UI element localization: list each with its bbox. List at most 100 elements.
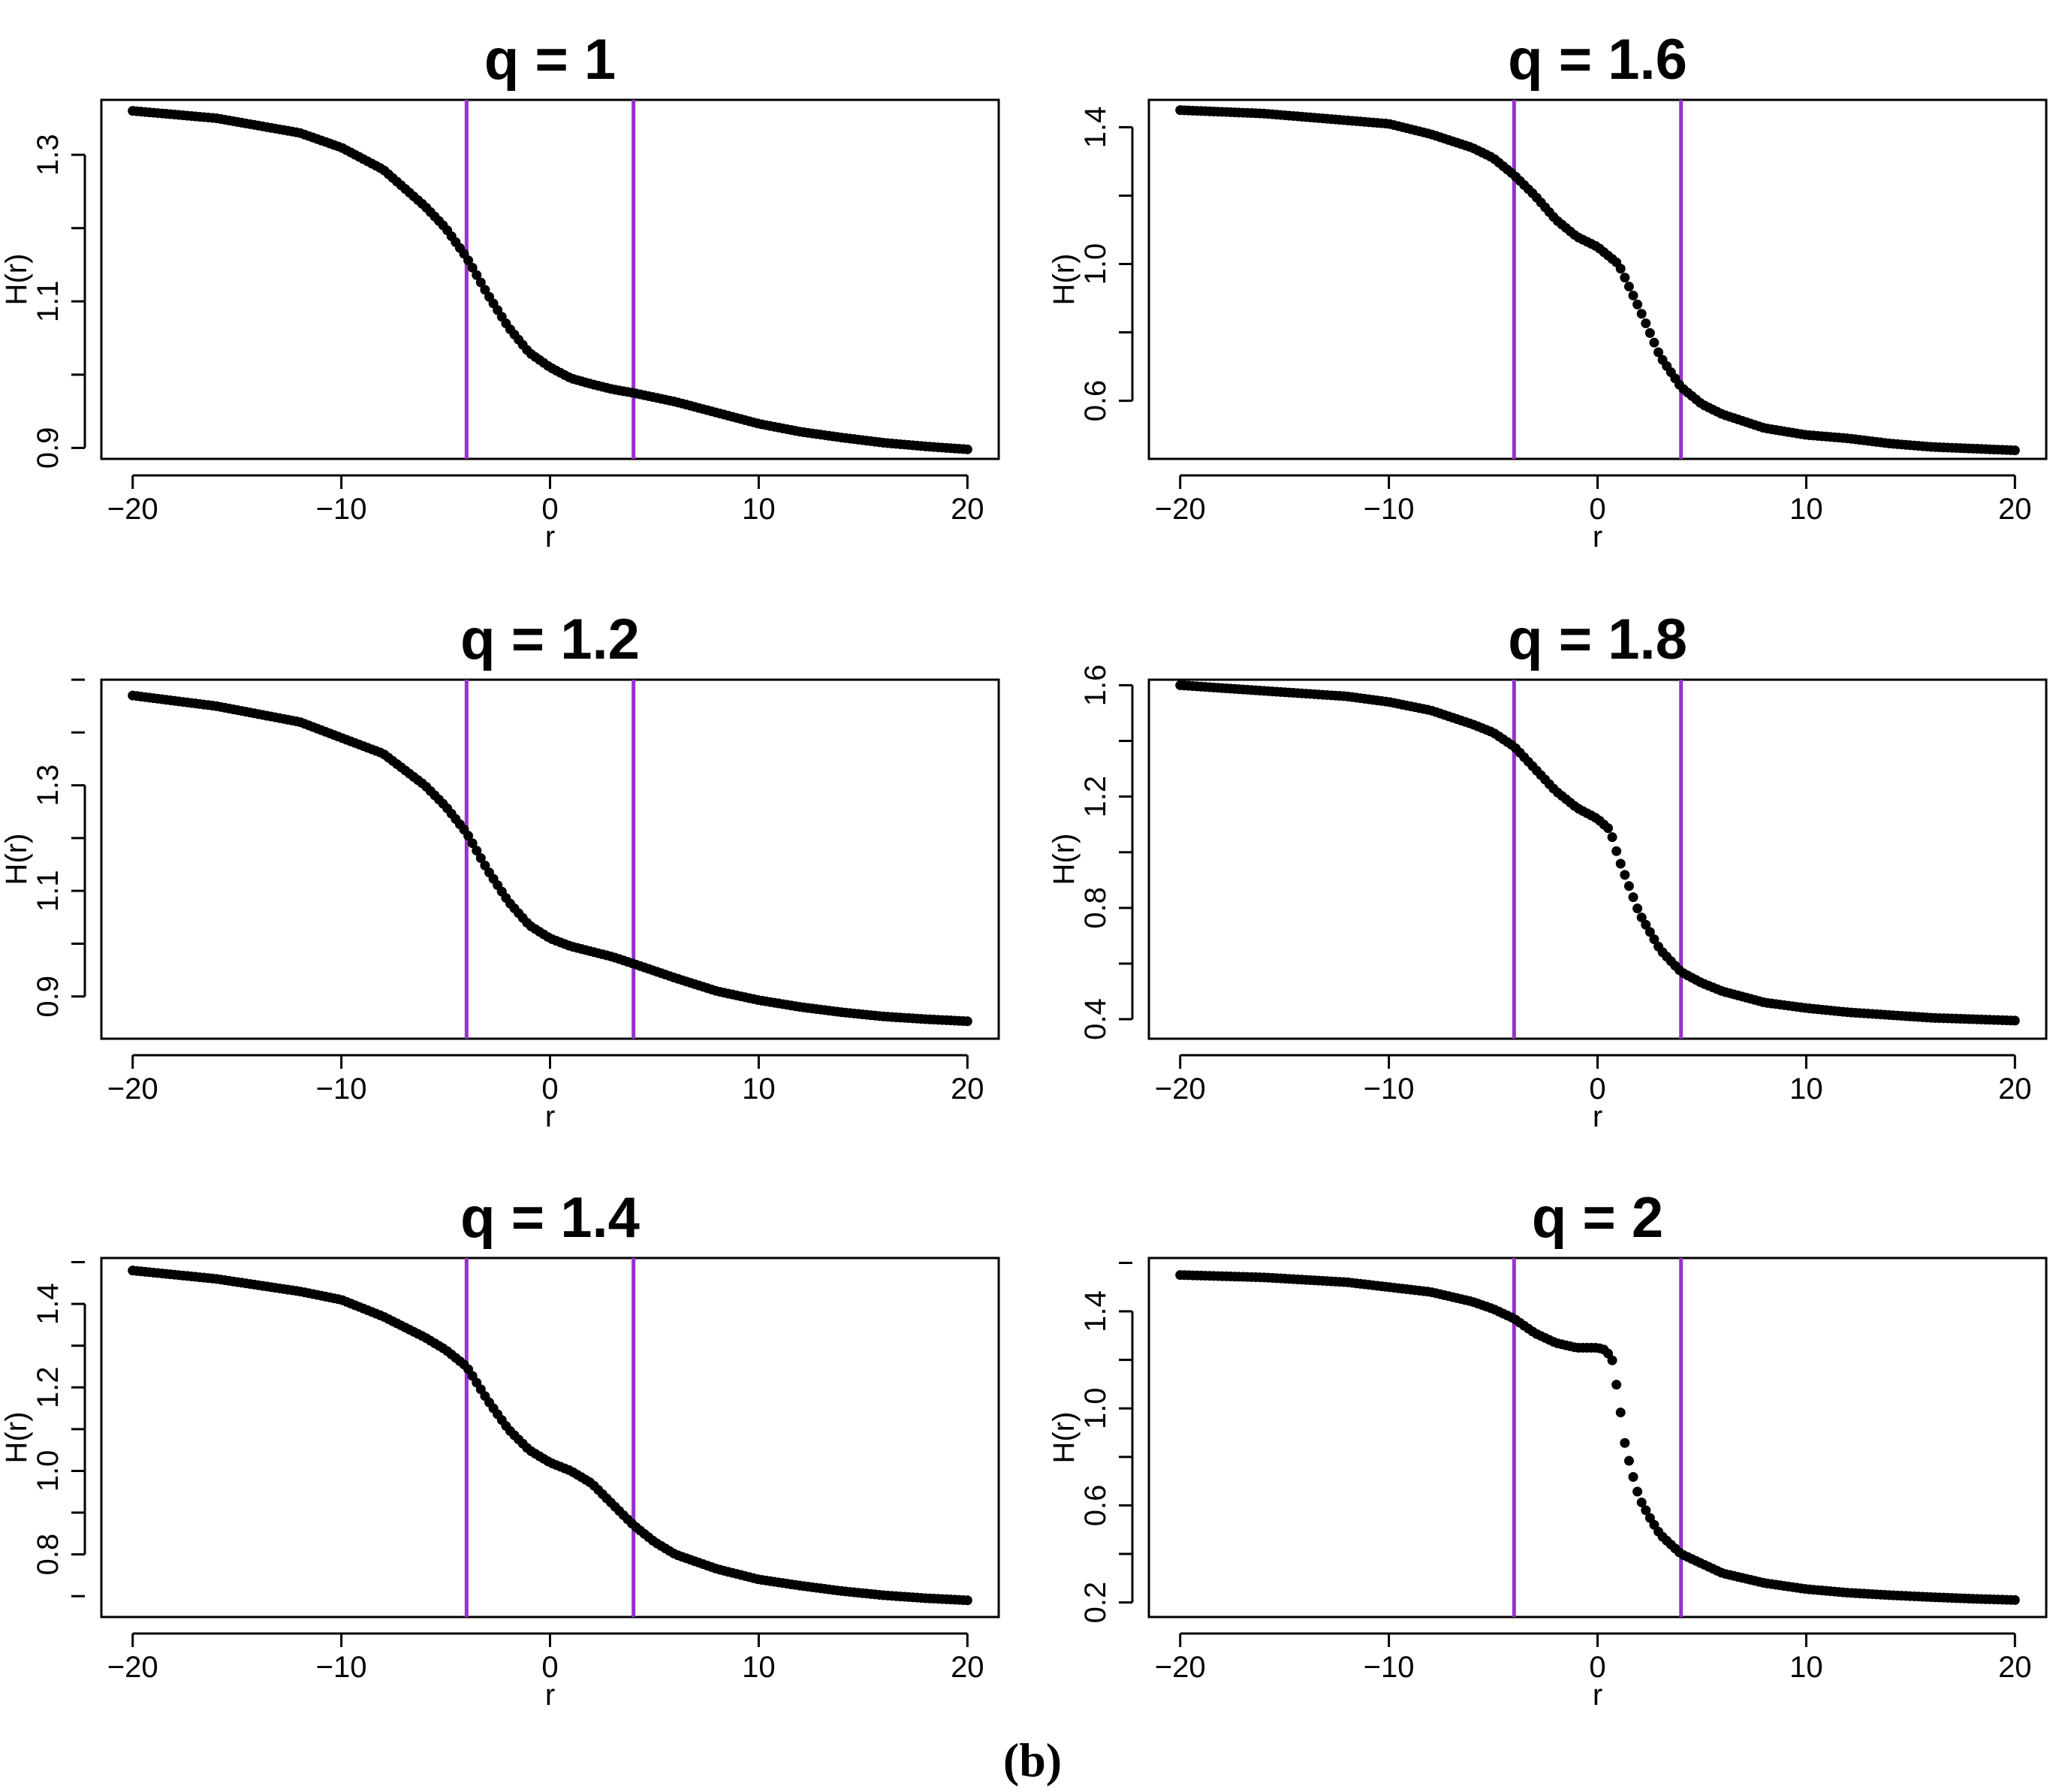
data-point bbox=[472, 270, 482, 280]
data-point bbox=[1611, 846, 1622, 856]
chart-panel-1: q = 1 −20 −10 0 10 20 r 0.9 1.1 1.3 H(r) bbox=[0, 28, 1000, 554]
data-point bbox=[962, 1595, 972, 1606]
y-tick-label: 1.4 bbox=[1079, 1290, 1112, 1332]
data-point bbox=[1653, 347, 1663, 357]
x-axis-label: r bbox=[545, 520, 555, 554]
data-point bbox=[1623, 881, 1634, 891]
x-tick-label: −10 bbox=[1364, 1072, 1415, 1106]
x-tick-label: 0 bbox=[1589, 493, 1605, 526]
data-point bbox=[475, 277, 486, 288]
y-axis-label: H(r) bbox=[1048, 254, 1081, 306]
y-tick-label: 1.2 bbox=[32, 1366, 65, 1408]
y-axis-label: H(r) bbox=[0, 254, 33, 306]
y-axis-label: H(r) bbox=[1048, 834, 1081, 885]
figure-caption: (b) bbox=[1003, 1733, 1062, 1787]
y-tick-label: 1.3 bbox=[32, 765, 65, 807]
data-point bbox=[962, 444, 972, 454]
y-tick-label: 0.6 bbox=[1079, 1485, 1112, 1527]
plot-frame bbox=[1147, 1257, 2048, 1619]
data-point bbox=[1628, 290, 1638, 300]
x-tick-label: 0 bbox=[541, 1651, 558, 1684]
x-axis-label: r bbox=[545, 1679, 555, 1712]
x-axis-label: r bbox=[545, 1100, 555, 1133]
y-tick-label: 0.9 bbox=[32, 976, 65, 1018]
data-point bbox=[1623, 1456, 1634, 1466]
chart-title: q = 1 bbox=[484, 28, 616, 92]
x-axis-label: r bbox=[1593, 1679, 1602, 1712]
data-point bbox=[1649, 337, 1660, 348]
data-point bbox=[1620, 273, 1630, 283]
y-tick-label: 1.4 bbox=[32, 1283, 65, 1325]
data-point bbox=[1632, 1486, 1643, 1497]
data-point bbox=[1620, 1438, 1630, 1448]
x-tick-label: −10 bbox=[316, 1651, 367, 1684]
x-tick-label: 10 bbox=[1789, 1651, 1823, 1684]
x-tick-label: 10 bbox=[1789, 1072, 1823, 1106]
data-point bbox=[1636, 1497, 1647, 1507]
y-tick-label: 0.2 bbox=[1079, 1582, 1112, 1624]
y-tick-label: 0.9 bbox=[32, 427, 65, 469]
y-tick-label: 1.0 bbox=[1079, 1387, 1112, 1429]
data-point bbox=[480, 285, 490, 295]
x-tick-label: −20 bbox=[1155, 1651, 1206, 1684]
x-axis-label: r bbox=[1593, 1100, 1602, 1133]
chart-title: q = 1.6 bbox=[1508, 28, 1687, 92]
x-tick-label: 20 bbox=[1998, 1072, 2032, 1106]
x-tick-label: −20 bbox=[1155, 1072, 1206, 1106]
data-point bbox=[1632, 299, 1643, 309]
data-point bbox=[472, 846, 482, 856]
data-point bbox=[1628, 1472, 1638, 1483]
x-tick-label: −10 bbox=[1364, 493, 1415, 526]
chart-panel-6: q = 2 −20 −10 0 10 20 r 0.2 0.6 1.0 1.4 H(r) bbox=[1048, 1186, 2048, 1712]
x-tick-label: 10 bbox=[742, 1651, 776, 1684]
y-tick-label: 1.1 bbox=[32, 280, 65, 322]
data-point bbox=[467, 262, 478, 273]
x-tick-label: −20 bbox=[1155, 493, 1206, 526]
data-point bbox=[1636, 309, 1647, 319]
data-point bbox=[475, 852, 486, 863]
data-point bbox=[1615, 858, 1626, 869]
x-tick-label: −20 bbox=[107, 493, 158, 526]
y-tick-label: 0.8 bbox=[1079, 887, 1112, 929]
chart-panel-2: q = 1.6 −20 −10 0 10 20 r 0.6 1.0 1.4 H(r) bbox=[1048, 28, 2048, 554]
x-tick-label: −20 bbox=[107, 1072, 158, 1106]
data-point bbox=[1607, 1355, 1617, 1365]
y-tick-label: 0.8 bbox=[32, 1534, 65, 1576]
plot-frame bbox=[1147, 98, 2048, 460]
data-point bbox=[1607, 832, 1617, 843]
x-tick-label: −20 bbox=[107, 1651, 158, 1684]
chart-panel-3: q = 1.2 −20 −10 0 10 20 r 0.9 1.1 1.3 H(r) bbox=[0, 608, 1000, 1133]
data-point bbox=[1615, 264, 1626, 274]
x-tick-label: 0 bbox=[541, 1072, 558, 1106]
y-tick-label: 1.1 bbox=[32, 870, 65, 912]
y-tick-label: 1.0 bbox=[32, 1450, 65, 1492]
x-tick-label: 0 bbox=[1589, 1651, 1605, 1684]
data-point bbox=[2009, 1015, 2020, 1026]
data-point bbox=[1628, 892, 1638, 903]
data-point bbox=[962, 1016, 972, 1027]
data-point bbox=[1641, 1505, 1651, 1516]
chart-panel-4: q = 1.8 −20 −10 0 10 20 r 0.4 0.8 1.2 1.6 H(r) bbox=[1048, 608, 2048, 1133]
data-point bbox=[1636, 913, 1647, 923]
chart-title: q = 1.4 bbox=[460, 1186, 640, 1250]
data-point bbox=[1632, 904, 1643, 914]
chart-title: q = 1.2 bbox=[460, 608, 640, 671]
y-tick-label: 1.6 bbox=[1079, 665, 1112, 707]
data-point bbox=[463, 831, 474, 841]
x-tick-label: 0 bbox=[1589, 1072, 1605, 1106]
x-tick-label: 20 bbox=[1998, 1651, 2032, 1684]
x-tick-label: 20 bbox=[951, 1072, 984, 1106]
data-point bbox=[1641, 318, 1651, 329]
y-tick-label: 1.0 bbox=[1079, 243, 1112, 285]
data-point bbox=[1620, 870, 1630, 880]
plot-frame bbox=[100, 98, 1000, 460]
x-tick-label: 20 bbox=[951, 1651, 984, 1684]
chart-panel-5: q = 1.4 −20 −10 0 10 20 r 0.8 1.0 1.2 1.4 H(r) bbox=[0, 1186, 1000, 1712]
x-tick-label: −10 bbox=[1364, 1651, 1415, 1684]
data-point bbox=[2009, 1594, 2020, 1605]
x-axis-label: r bbox=[1593, 520, 1602, 554]
y-axis-label: H(r) bbox=[0, 1412, 33, 1464]
x-tick-label: 10 bbox=[742, 493, 776, 526]
chart-title: q = 2 bbox=[1532, 1186, 1663, 1250]
